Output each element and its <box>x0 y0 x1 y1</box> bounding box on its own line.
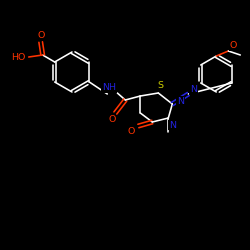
Text: O: O <box>230 42 237 50</box>
Text: O: O <box>128 126 135 136</box>
Text: N: N <box>169 120 176 130</box>
Text: HO: HO <box>12 52 26 62</box>
Text: O: O <box>38 32 45 40</box>
Text: S: S <box>157 82 163 90</box>
Text: NH: NH <box>102 84 116 92</box>
Text: N: N <box>177 96 184 106</box>
Text: N: N <box>190 86 197 94</box>
Text: O: O <box>109 116 116 124</box>
